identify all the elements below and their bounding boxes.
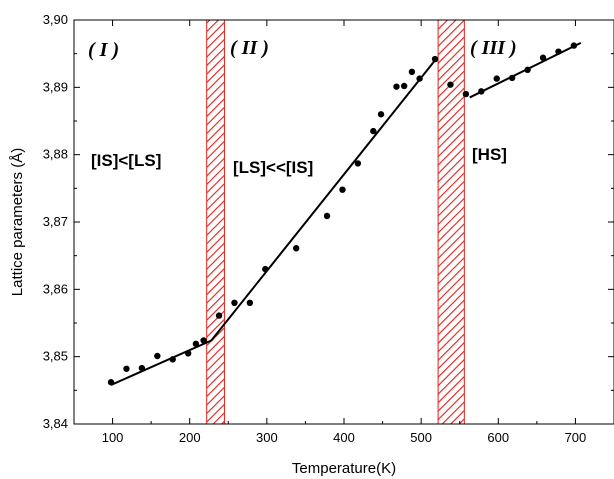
transition-region-1 [206,19,225,425]
data-point [431,55,439,63]
y-tick-label: 3,86 [43,281,68,296]
region-label-2: ( II ) [230,37,269,59]
y-tick-label: 3,89 [43,79,68,94]
x-tick-label: 700 [565,430,587,445]
data-point [138,364,146,372]
transition-regions [206,19,465,425]
x-tick-label: 600 [487,430,509,445]
data-points [107,42,578,386]
data-point [408,68,416,76]
data-point [447,81,454,88]
fit-line-1 [110,339,212,386]
x-tick-label: 200 [179,430,201,445]
data-point [478,88,485,95]
data-point [184,350,192,357]
data-point [323,212,331,220]
data-point [462,90,470,98]
data-point [246,299,254,306]
phase-label-hs: [HS] [472,145,507,164]
data-point [570,42,578,49]
data-point [292,245,300,252]
data-point [370,127,377,135]
y-axis-title: Lattice parameters (Å) [9,148,26,296]
data-point [215,312,223,319]
phase-label-ls-is: [LS]<<[IS] [233,158,313,177]
fit-lines [110,41,582,386]
x-tick-label: 300 [256,430,278,445]
region-label-3: ( III ) [470,37,517,59]
transition-region-2 [437,19,465,425]
data-point [555,48,562,55]
plot-frame [73,19,614,425]
data-point [377,111,385,118]
data-point [107,379,115,386]
fit-line-2 [210,57,438,342]
data-point [493,75,500,82]
data-point [539,54,547,61]
x-tick-label: 500 [410,430,432,445]
data-point [400,82,408,90]
x-tick-label: 100 [102,430,124,445]
data-point [416,75,423,82]
data-point [154,352,161,360]
x-tick-labels: 100 200 300 400 500 600 700 [102,430,587,445]
data-point [200,337,207,344]
data-point [524,66,531,74]
axis-ticks [74,19,614,425]
phase-label-is-ls: [IS]<[LS] [91,151,161,170]
y-tick-labels: 3,84 3,85 3,86 3,87 3,88 3,89 3,90 [43,12,68,431]
data-point [169,356,176,363]
y-tick-label: 3,87 [43,214,68,229]
data-point [354,160,362,167]
x-tick-label: 400 [333,430,355,445]
data-point [339,186,346,193]
region-label-1: ( I ) [88,39,119,61]
x-axis-title: Temperature(K) [292,460,396,477]
y-tick-label: 3,84 [43,416,68,431]
data-point [262,265,269,273]
y-tick-label: 3,88 [43,147,68,162]
data-point [393,83,400,90]
data-point [123,365,130,372]
y-tick-label: 3,85 [43,349,68,364]
y-tick-label: 3,90 [43,12,68,27]
data-point [192,340,200,348]
data-point [508,74,516,82]
data-point [231,299,238,306]
